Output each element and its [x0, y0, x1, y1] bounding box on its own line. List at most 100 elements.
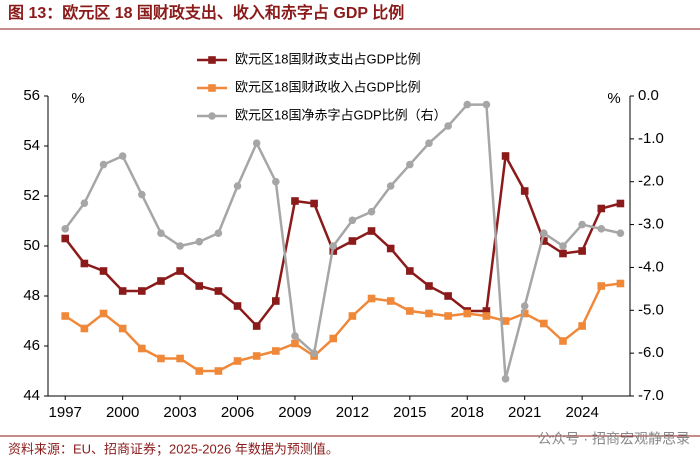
marker	[463, 100, 472, 109]
marker	[597, 225, 606, 233]
series-line	[64, 282, 621, 373]
watermark: 公众号 · 招商宏观静思录	[538, 431, 690, 447]
legend-marker	[208, 112, 216, 120]
chart-title: 图 13：欧元区 18 国财政支出、收入和赤字占 GDP 比例	[8, 3, 404, 22]
marker	[99, 160, 108, 169]
source-note: 资料来源：EU、招商证券；2025-2026 年数据为预测值。	[8, 441, 339, 457]
marker	[214, 367, 223, 375]
marker	[138, 190, 146, 199]
y-tick-label: 54	[23, 137, 40, 154]
marker	[597, 204, 606, 213]
marker	[138, 344, 146, 353]
marker	[482, 100, 491, 109]
marker	[252, 139, 261, 147]
marker	[386, 182, 395, 190]
x-tick-label: 2000	[106, 404, 139, 421]
y2-tick-label: -5.0	[638, 301, 664, 318]
marker	[118, 324, 127, 333]
marker	[367, 294, 376, 303]
marker	[501, 317, 510, 325]
marker	[386, 297, 395, 305]
y2-tick-label: -1.0	[638, 130, 664, 147]
marker	[482, 312, 491, 320]
legend-label: 欧元区18国财政支出占GDP比例	[235, 51, 421, 66]
x-tick-label: 2021	[508, 404, 541, 421]
y-tick-label: 46	[23, 337, 40, 354]
marker	[272, 177, 280, 186]
marker	[386, 244, 395, 253]
marker	[80, 199, 89, 207]
marker	[559, 249, 567, 258]
marker	[272, 347, 280, 355]
marker	[520, 309, 529, 318]
y2-tick-label: -3.0	[638, 216, 664, 233]
marker	[578, 322, 586, 330]
marker	[540, 319, 548, 328]
series-line	[64, 103, 621, 380]
marker	[233, 357, 242, 365]
marker	[80, 324, 89, 333]
y-tick-label: 50	[23, 237, 40, 254]
y2-tick-label: -7.0	[638, 387, 664, 404]
marker	[616, 279, 625, 288]
marker	[176, 354, 184, 363]
x-tick-label: 2015	[393, 404, 426, 421]
marker	[195, 237, 204, 246]
marker	[99, 309, 108, 318]
marker	[99, 267, 108, 275]
marker	[291, 197, 299, 205]
marker	[367, 227, 376, 235]
x-tick-label: 2018	[451, 404, 484, 421]
x-tick-label: 2009	[278, 404, 311, 421]
marker	[406, 307, 414, 315]
marker	[348, 216, 357, 225]
marker	[367, 207, 376, 216]
marker	[329, 242, 338, 250]
marker	[138, 287, 146, 295]
x-tick-label: 2003	[163, 404, 196, 421]
marker	[463, 309, 472, 318]
marker	[425, 282, 433, 290]
marker	[540, 229, 548, 237]
y-axis-unit: %	[71, 90, 84, 107]
marker	[291, 332, 299, 340]
marker	[616, 229, 625, 237]
marker	[540, 237, 548, 245]
marker	[501, 375, 510, 383]
y2-tick-label: 0.0	[638, 87, 659, 104]
marker	[348, 312, 357, 320]
marker	[118, 152, 127, 160]
marker	[195, 367, 204, 375]
y2-axis-unit: %	[607, 90, 620, 107]
marker	[310, 199, 318, 208]
marker	[233, 302, 242, 310]
marker	[157, 277, 165, 285]
marker	[272, 297, 280, 305]
x-tick-label: 2006	[221, 404, 254, 421]
marker	[406, 267, 414, 275]
marker	[176, 267, 184, 275]
marker	[501, 152, 510, 160]
marker	[291, 339, 299, 348]
marker	[559, 242, 567, 250]
legend-label: 欧元区18国净赤字占GDP比例（右）	[235, 107, 447, 122]
marker	[425, 139, 433, 147]
y2-tick-label: -6.0	[638, 344, 664, 361]
marker	[80, 259, 89, 268]
marker	[157, 354, 165, 363]
y-tick-label: 48	[23, 287, 40, 304]
marker	[195, 282, 204, 290]
marker	[233, 182, 242, 190]
legend-marker	[208, 84, 216, 92]
legend-marker	[208, 56, 216, 64]
marker	[214, 287, 223, 295]
marker	[61, 225, 70, 233]
marker	[329, 334, 338, 343]
marker	[252, 352, 261, 360]
marker	[310, 349, 318, 357]
marker	[425, 309, 433, 318]
marker	[597, 282, 606, 290]
marker	[559, 337, 567, 345]
y-tick-label: 56	[23, 87, 40, 104]
